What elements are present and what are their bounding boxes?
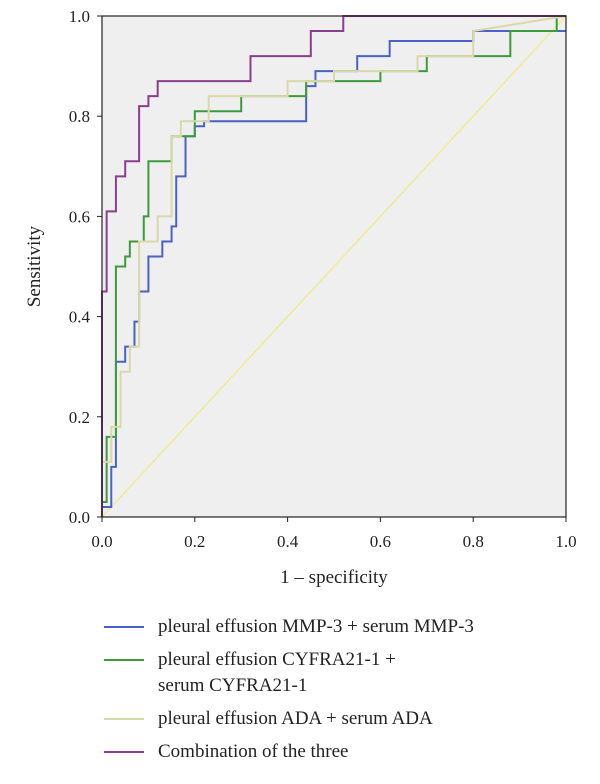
y-tick-label: 0.6 <box>69 207 90 226</box>
x-tick-label: 1.0 <box>555 532 576 551</box>
legend-item-cyfra: pleural effusion CYFRA21-1 + serum CYFRA… <box>104 647 584 699</box>
roc-chart: 0.0 0.2 0.4 0.6 0.8 1.0 0.0 0.2 0.4 0.6 0.8 1.0 1 –… <box>24 7 577 588</box>
legend-item-mmp3: pleural effusion MMP-3 + serum MMP-3 <box>104 614 584 640</box>
legend-item-ada: pleural effusion ADA + serum ADA <box>104 706 584 732</box>
y-tick-label: 0.2 <box>69 408 90 427</box>
series-line-combination <box>101 15 566 517</box>
y-tick-label: 0.0 <box>69 508 90 527</box>
reference-diagonal-line <box>101 15 567 518</box>
legend-label-ada: pleural effusion ADA + serum ADA <box>158 708 433 729</box>
x-tick-label: 0.0 <box>91 532 112 551</box>
y-tick-label: 0.8 <box>69 107 90 126</box>
legend: pleural effusion MMP-3 + serum MMP-3 ple… <box>104 614 584 772</box>
y-tick-label: 0.4 <box>69 308 91 327</box>
series-line-ada <box>101 15 567 517</box>
x-tick-label: 0.4 <box>277 532 299 551</box>
legend-label-mmp3: pleural effusion MMP-3 + serum MMP-3 <box>158 616 474 637</box>
x-tick-label: 0.6 <box>370 532 391 551</box>
legend-swatch-cyfra <box>104 659 144 661</box>
legend-swatch-ada <box>104 718 144 720</box>
x-tick-label: 0.2 <box>184 532 205 551</box>
legend-item-combination: Combination of the three <box>104 739 584 765</box>
y-tick-label: 1.0 <box>69 7 90 26</box>
y-axis-title: Sensitivity <box>24 225 45 307</box>
legend-label-combination: Combination of the three <box>158 741 349 762</box>
legend-swatch-combination <box>104 751 144 753</box>
x-axis-title: 1 – specificity <box>280 567 388 588</box>
x-tick-label: 0.8 <box>463 532 484 551</box>
legend-label-cyfra: pleural effusion CYFRA21-1 + serum CYFRA… <box>158 649 396 696</box>
legend-swatch-mmp3 <box>104 626 144 628</box>
series-line-mmp3 <box>101 30 566 517</box>
plot-frame <box>101 15 567 518</box>
